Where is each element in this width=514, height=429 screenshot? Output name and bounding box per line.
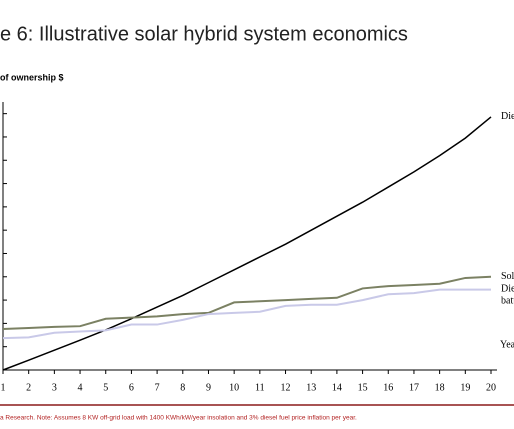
x-tick-label: 13: [306, 382, 316, 393]
x-tick-label: 2: [26, 382, 31, 393]
legend-label: Die: [501, 111, 514, 122]
x-tick-label: 8: [180, 382, 185, 393]
x-tick-label: 19: [460, 382, 470, 393]
x-axis-label: Yea: [500, 339, 514, 350]
x-tick-label: 10: [229, 382, 239, 393]
x-tick-label: 1: [1, 382, 6, 393]
series-line: [2, 116, 492, 371]
x-tick-label: 15: [358, 382, 368, 393]
series-line: [2, 288, 491, 340]
series-line: [2, 275, 492, 330]
x-tick-label: 20: [486, 382, 496, 393]
chart-title: e 6: Illustrative solar hybrid system ec…: [0, 23, 408, 45]
legend-label: Diebatt: [501, 284, 514, 307]
x-tick-label: 12: [281, 382, 291, 393]
legend-label: Sol: [501, 271, 514, 282]
x-tick-label: 17: [409, 382, 419, 393]
x-tick-label: 14: [332, 382, 342, 393]
x-tick-label: 4: [78, 382, 83, 393]
x-tick-label: 6: [129, 382, 134, 393]
x-tick-label: 3: [52, 382, 57, 393]
y-axis-label: of ownership $: [0, 72, 64, 82]
x-tick-label: 11: [255, 382, 265, 393]
x-tick-label: 7: [155, 382, 160, 393]
x-tick-label: 9: [206, 382, 211, 393]
footnote: a Research. Note: Assumes 8 KW off-grid …: [0, 415, 357, 422]
x-tick-label: 16: [383, 382, 393, 393]
x-tick-label: 18: [435, 382, 445, 393]
x-tick-label: 5: [103, 382, 108, 393]
